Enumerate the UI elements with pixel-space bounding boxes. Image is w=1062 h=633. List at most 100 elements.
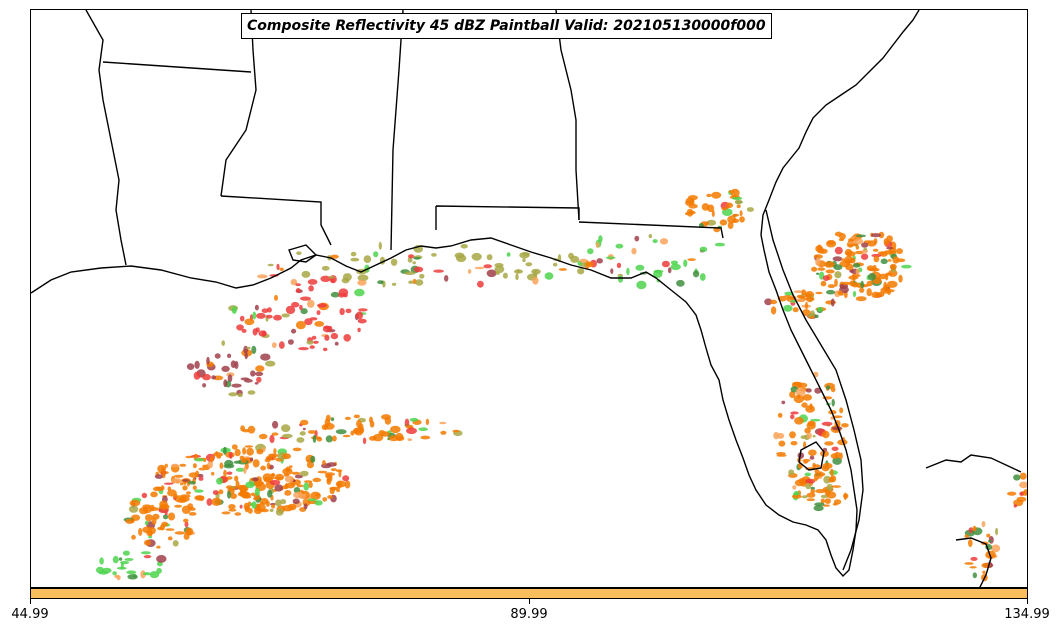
storm-cell	[186, 363, 195, 370]
storm-cell	[228, 392, 238, 397]
storm-cell	[350, 257, 360, 262]
storm-cell	[773, 431, 780, 440]
storm-cell	[883, 281, 888, 290]
storm-cell	[834, 246, 843, 255]
storm-cell	[872, 248, 879, 252]
storm-cell	[820, 280, 827, 287]
storm-cell	[211, 375, 217, 380]
colorbar-tick-right	[1027, 599, 1028, 604]
storm-cell	[354, 427, 364, 436]
storm-cell	[988, 539, 992, 543]
cuba-fragment	[955, 537, 992, 587]
storm-cell	[212, 490, 219, 495]
storm-cell	[150, 504, 155, 512]
storm-cell	[388, 435, 400, 442]
storm-cell	[307, 279, 318, 285]
storm-cell	[746, 207, 755, 212]
storm-cell	[342, 475, 350, 482]
storm-cell	[358, 308, 368, 312]
storm-cell	[280, 499, 287, 505]
storm-cell	[309, 317, 318, 321]
storm-cell	[667, 267, 672, 274]
state-border-ms-al	[390, 10, 404, 251]
storm-cell	[687, 258, 696, 261]
storm-cell	[790, 411, 799, 415]
storm-cell	[291, 471, 301, 475]
storm-cell	[235, 467, 245, 472]
storm-cell	[719, 219, 728, 226]
storm-cell	[419, 273, 425, 279]
storm-cell	[806, 432, 812, 439]
storm-cell	[849, 257, 856, 264]
storm-cell	[197, 473, 204, 478]
storm-cell	[506, 252, 511, 257]
storm-cell	[685, 212, 689, 216]
storm-cell	[145, 514, 153, 522]
storm-cell	[304, 318, 313, 326]
storm-cell	[285, 468, 292, 471]
map-title: Composite Reflectivity 45 dBZ Paintball …	[241, 13, 772, 39]
storm-cell	[455, 254, 467, 263]
storm-cell	[804, 427, 811, 434]
storm-cell	[544, 272, 554, 280]
storm-cell	[293, 491, 304, 499]
storm-cell	[878, 231, 885, 239]
storm-cell	[778, 440, 786, 447]
storm-cell	[211, 471, 215, 476]
storm-cell	[467, 269, 472, 274]
storm-cell	[495, 271, 500, 275]
storm-cell	[291, 328, 297, 334]
storm-cells	[96, 188, 1027, 582]
colorbar-tick-left	[30, 599, 31, 604]
storm-cell	[116, 566, 127, 570]
storm-cell	[444, 275, 449, 282]
storm-cell	[254, 304, 259, 311]
storm-cell	[140, 570, 146, 579]
atlantic-coastline	[760, 10, 920, 236]
storm-cell	[246, 447, 254, 456]
storm-cell	[843, 492, 847, 501]
storm-cell	[837, 290, 843, 296]
storm-cell	[813, 464, 821, 468]
storm-cell	[342, 273, 352, 281]
storm-cell	[502, 272, 508, 279]
storm-cell	[228, 504, 236, 510]
storm-cell	[142, 526, 152, 534]
storm-cell	[595, 241, 600, 248]
storm-cell	[202, 464, 206, 468]
storm-cell	[271, 504, 276, 509]
storm-cell	[265, 455, 273, 461]
storm-cell	[406, 427, 417, 435]
storm-cell	[982, 570, 986, 574]
storm-cell	[192, 485, 197, 491]
storm-cell	[652, 239, 658, 244]
storm-cell	[806, 492, 816, 498]
storm-cell	[522, 258, 526, 263]
storm-cell	[661, 260, 670, 268]
storm-cell	[794, 491, 800, 496]
storm-cell	[275, 473, 284, 481]
storm-cell	[112, 555, 119, 564]
storm-cell	[312, 434, 317, 443]
lake-pontchartrain	[288, 244, 318, 263]
storm-cell	[188, 512, 197, 516]
storm-cell	[794, 417, 804, 425]
storm-cell	[314, 493, 321, 497]
storm-cell	[830, 298, 835, 307]
storm-cell	[214, 353, 221, 359]
storm-cell	[330, 417, 335, 422]
storm-cell	[792, 485, 797, 490]
storm-cell	[157, 464, 166, 473]
storm-cell	[239, 504, 243, 509]
storm-cell	[195, 495, 204, 500]
storm-cell	[275, 508, 284, 516]
storm-cell	[313, 340, 319, 344]
storm-cell	[405, 425, 412, 429]
storm-cell	[327, 495, 333, 499]
storm-cell	[813, 254, 823, 259]
storm-cell	[299, 304, 303, 311]
storm-cell	[162, 471, 166, 479]
storm-cell	[167, 512, 176, 521]
storm-cell	[676, 279, 685, 287]
storm-cell	[764, 298, 773, 306]
